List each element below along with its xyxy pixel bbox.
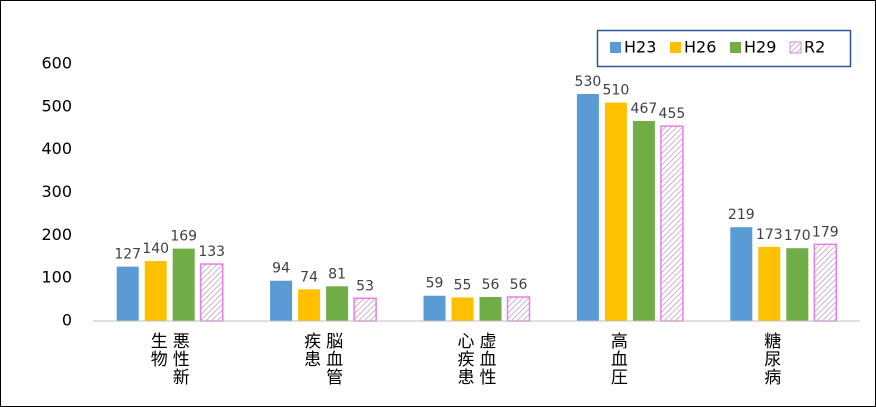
bar	[479, 297, 502, 321]
data-label: 56	[482, 277, 500, 293]
legend-swatch	[610, 42, 621, 53]
y-tick-label: 500	[41, 96, 72, 115]
legend-box	[596, 29, 852, 68]
data-label: 169	[170, 229, 197, 245]
legend-swatch	[670, 42, 681, 53]
data-label: 59	[426, 276, 444, 292]
data-label: 74	[300, 269, 318, 285]
bar	[199, 263, 224, 322]
y-tick-label: 200	[41, 225, 72, 244]
legend-swatch	[730, 42, 741, 53]
legend-swatch	[789, 41, 802, 54]
data-label: 133	[198, 244, 225, 260]
bar	[116, 266, 139, 321]
bar	[786, 248, 809, 321]
y-tick-label: 600	[41, 54, 72, 73]
bar	[576, 93, 599, 321]
bar	[506, 296, 531, 322]
x-tick-label: 悪性新生物	[146, 332, 189, 386]
bar	[326, 286, 349, 321]
data-label: 81	[328, 266, 346, 282]
bar	[298, 289, 321, 321]
legend-label: H29	[744, 38, 776, 57]
data-label: 140	[142, 241, 169, 257]
bar	[660, 125, 684, 322]
x-tick-label: 虚血性心疾患	[453, 332, 496, 386]
data-label: 170	[784, 228, 811, 244]
bar	[270, 280, 293, 321]
data-label: 94	[272, 261, 290, 277]
x-tick-label: 高血圧	[606, 332, 627, 386]
y-tick-label: 100	[41, 268, 72, 287]
data-label: 455	[659, 106, 686, 122]
bar	[172, 248, 195, 321]
bar	[423, 295, 446, 321]
bar	[353, 297, 377, 322]
bar	[604, 102, 627, 321]
bar	[813, 243, 838, 322]
legend-label: H23	[624, 38, 656, 57]
legend-label: H26	[684, 38, 716, 57]
data-label: 510	[603, 83, 630, 99]
bar	[758, 246, 781, 321]
data-label: 219	[728, 207, 755, 223]
bar	[632, 120, 655, 322]
data-label: 56	[510, 277, 528, 293]
y-tick-label: 0	[62, 311, 72, 330]
data-label: 467	[631, 101, 658, 117]
data-label: 173	[756, 227, 783, 243]
legend-label: R2	[804, 38, 825, 57]
bar	[451, 297, 474, 321]
data-label: 179	[812, 224, 839, 240]
x-tick-label: 脳血管疾患	[300, 332, 343, 386]
bar	[730, 227, 753, 321]
y-tick-label: 400	[41, 139, 72, 158]
data-label: 127	[114, 247, 141, 263]
y-tick-label: 300	[41, 182, 72, 201]
data-label: 53	[356, 278, 374, 294]
bar	[144, 261, 167, 321]
data-label: 55	[454, 277, 472, 293]
data-label: 530	[575, 74, 602, 90]
x-tick-label: 糖尿病	[760, 332, 781, 386]
